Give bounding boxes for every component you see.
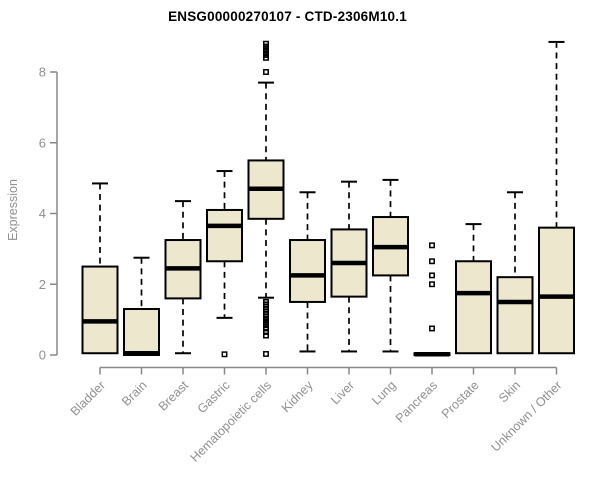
y-tick-label: 0 bbox=[39, 348, 46, 363]
box bbox=[81, 265, 119, 355]
outlier-point bbox=[429, 281, 435, 288]
outlier-point bbox=[429, 272, 435, 279]
outlier-point bbox=[263, 325, 269, 332]
x-category-label: Skin bbox=[496, 378, 523, 405]
boxplot-bladder bbox=[81, 182, 119, 355]
y-tick-label: 4 bbox=[39, 206, 46, 221]
x-category-label: Brain bbox=[119, 378, 150, 409]
x-category-label: Hematopoietic cells bbox=[188, 378, 275, 465]
y-tick-label: 6 bbox=[39, 135, 46, 150]
box bbox=[496, 276, 534, 355]
outlier-point bbox=[221, 351, 228, 358]
x-category-label: Breast bbox=[156, 378, 192, 414]
outlier-point bbox=[263, 332, 269, 339]
boxplot-unknown-other bbox=[538, 40, 575, 355]
box bbox=[455, 260, 492, 355]
x-category-label: Bladder bbox=[68, 378, 108, 418]
x-category-label: Unknown / Other bbox=[488, 378, 564, 454]
x-category-label: Kidney bbox=[279, 378, 316, 415]
x-category-label: Liver bbox=[328, 378, 357, 407]
boxplot-lung bbox=[372, 178, 409, 353]
box bbox=[538, 226, 575, 355]
boxplot-liver bbox=[330, 180, 368, 353]
y-tick-label: 8 bbox=[39, 65, 46, 80]
outlier-point bbox=[263, 69, 269, 75]
box bbox=[206, 208, 243, 263]
outlier-point bbox=[263, 54, 269, 61]
y-tick-label: 2 bbox=[39, 277, 46, 292]
boxplot-breast bbox=[164, 200, 202, 355]
x-category-label: Pancreas bbox=[393, 378, 440, 425]
boxplot-pancreas bbox=[413, 242, 451, 357]
x-category-label: Lung bbox=[369, 378, 399, 408]
outlier-point bbox=[429, 242, 435, 249]
outlier-point bbox=[263, 322, 269, 329]
outlier-point bbox=[429, 258, 435, 265]
boxplot-brain bbox=[123, 256, 160, 357]
x-category-label: Gastric bbox=[195, 378, 233, 416]
chart-title: ENSG00000270107 - CTD-2306M10.1 bbox=[168, 9, 407, 24]
x-category-label: Prostate bbox=[439, 378, 482, 421]
boxplot-gastric bbox=[206, 170, 243, 358]
boxplot-skin bbox=[496, 191, 534, 355]
outlier-point bbox=[263, 350, 269, 357]
boxplot-kidney bbox=[289, 191, 326, 353]
boxplot-prostate bbox=[455, 223, 492, 355]
boxplot-hematopoietic-cells bbox=[247, 40, 285, 357]
outlier-point bbox=[429, 325, 435, 332]
box bbox=[289, 239, 326, 303]
box bbox=[123, 308, 160, 357]
outlier-point bbox=[263, 329, 269, 335]
